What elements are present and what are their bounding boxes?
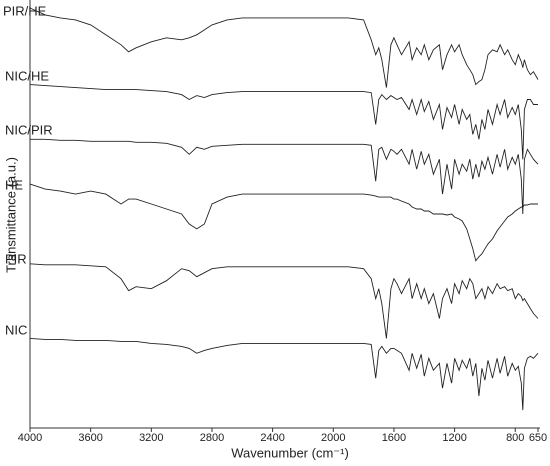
series-label: NIC/HE <box>5 68 49 83</box>
x-tick-label: 3600 <box>78 432 102 444</box>
spectrum-line <box>29 263 539 339</box>
series-label: NIC <box>5 322 27 337</box>
x-tick-label: 2400 <box>260 432 284 444</box>
x-tick-label: 3200 <box>139 432 163 444</box>
spectrum-line <box>29 7 539 88</box>
series-label: NIC/PIR <box>5 122 53 137</box>
x-tick-label: 1200 <box>442 432 466 444</box>
x-tick-label: 650 <box>529 432 547 444</box>
series-label: PIR/HE <box>3 3 47 18</box>
x-tick-label: 4000 <box>18 432 42 444</box>
series-label: PIR <box>5 251 27 266</box>
x-tick-label: 2000 <box>321 432 345 444</box>
x-tick-label: 800 <box>506 432 524 444</box>
series-label: HE <box>5 177 23 192</box>
y-axis-label: Transmittance (a.u.) <box>3 157 18 273</box>
spectrum-line <box>29 84 538 160</box>
spectrum-line <box>29 337 539 411</box>
x-axis-label: Wavenumber (cm⁻¹) <box>231 445 349 460</box>
x-tick-label: 2800 <box>200 432 224 444</box>
x-tick-label: 1600 <box>382 432 406 444</box>
spectrum-line <box>29 183 538 262</box>
spectrum-line <box>30 138 539 215</box>
